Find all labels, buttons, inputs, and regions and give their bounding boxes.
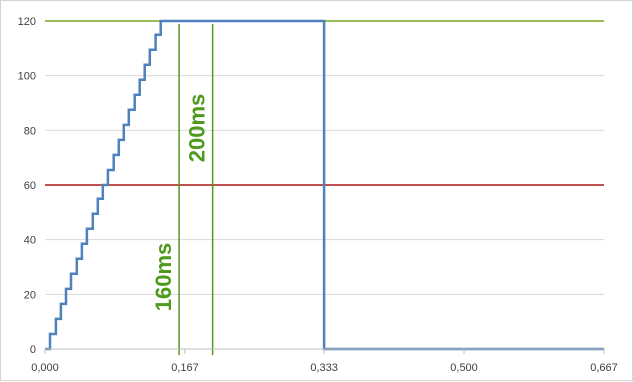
- annotation-label-1: 200ms: [185, 94, 210, 163]
- y-tick-label-4: 80: [24, 125, 36, 137]
- y-tick-label-2: 40: [24, 235, 36, 247]
- series-line-0: [45, 19, 604, 351]
- x-tick-label-4: 0,667: [590, 362, 618, 374]
- y-tick-label-3: 60: [24, 180, 36, 192]
- annotation-label-0: 160ms: [151, 243, 176, 312]
- x-tick-label-0: 0,000: [31, 362, 59, 374]
- x-tick-label-1: 0,167: [171, 362, 199, 374]
- series-layer: [45, 19, 604, 351]
- x-tick-label-2: 0,333: [310, 362, 338, 374]
- y-tick-label-1: 20: [24, 289, 36, 301]
- tick-labels: 0 20 40 60 80 100 120 0,000 0,167 0,333 0,500 0,667: [18, 16, 618, 374]
- axes: [44, 348, 605, 354]
- y-tick-label-6: 120: [18, 16, 36, 28]
- y-tick-label-5: 100: [18, 71, 36, 83]
- y-tick-label-0: 0: [30, 344, 36, 356]
- annotations: 160ms 200ms: [151, 94, 210, 312]
- x-tick-label-3: 0,500: [450, 362, 478, 374]
